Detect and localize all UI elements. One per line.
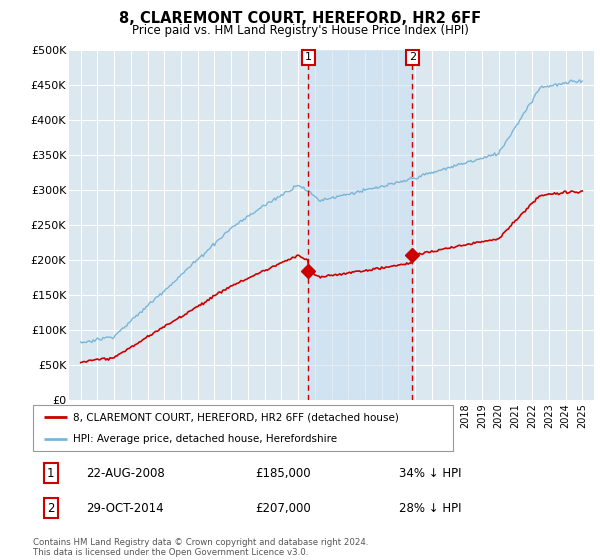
Bar [308,50,412,400]
Text: 8, CLAREMONT COURT, HEREFORD, HR2 6FF (detached house): 8, CLAREMONT COURT, HEREFORD, HR2 6FF (d… [73,412,399,422]
Text: HPI: Average price, detached house, Herefordshire: HPI: Average price, detached house, Here… [73,435,337,444]
Text: Contains HM Land Registry data © Crown copyright and database right 2024.
This d: Contains HM Land Registry data © Crown c… [33,538,368,557]
Text: 2: 2 [409,53,416,62]
Text: Price paid vs. HM Land Registry's House Price Index (HPI): Price paid vs. HM Land Registry's House … [131,24,469,36]
Text: 28% ↓ HPI: 28% ↓ HPI [400,502,462,515]
Text: 1: 1 [305,53,312,62]
Text: £207,000: £207,000 [255,502,311,515]
FancyBboxPatch shape [33,405,453,451]
Text: 29-OCT-2014: 29-OCT-2014 [86,502,163,515]
Text: 2: 2 [47,502,55,515]
Text: 8, CLAREMONT COURT, HEREFORD, HR2 6FF: 8, CLAREMONT COURT, HEREFORD, HR2 6FF [119,11,481,26]
Text: 22-AUG-2008: 22-AUG-2008 [86,466,164,480]
Text: 1: 1 [47,466,55,480]
Text: 34% ↓ HPI: 34% ↓ HPI [400,466,462,480]
Text: £185,000: £185,000 [255,466,311,480]
